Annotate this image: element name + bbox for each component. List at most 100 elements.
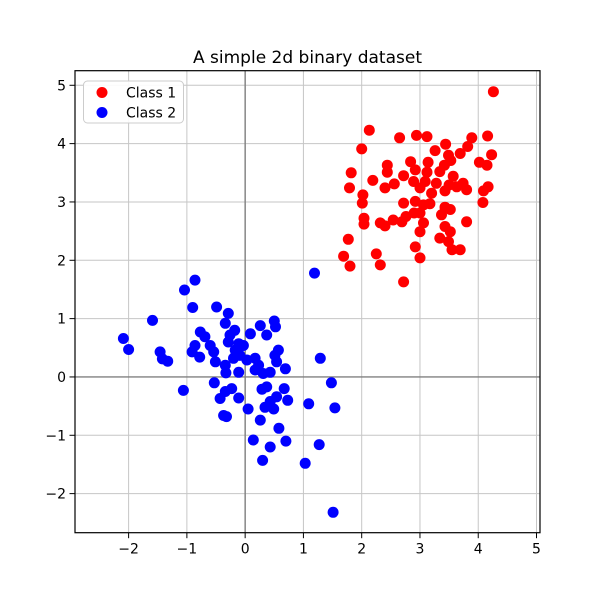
data-point-class2 <box>208 377 220 389</box>
legend-label-class2: Class 2 <box>126 106 176 122</box>
data-point-class1 <box>356 197 368 209</box>
data-point-class2 <box>264 366 276 378</box>
data-point-class1 <box>424 198 436 210</box>
data-point-class1 <box>440 138 452 150</box>
data-point-class1 <box>481 159 493 171</box>
data-point-class2 <box>194 351 206 363</box>
data-point-class1 <box>387 214 399 226</box>
zero-axis-lines <box>75 70 540 533</box>
data-point-class1 <box>405 156 417 168</box>
data-point-class1 <box>370 248 382 260</box>
data-point-class1 <box>430 177 442 189</box>
data-point-class1 <box>345 167 357 179</box>
data-point-class1 <box>409 164 421 176</box>
data-point-class1 <box>418 217 429 229</box>
data-point-class2 <box>233 366 245 378</box>
data-point-class2 <box>219 359 231 371</box>
data-point-class2 <box>303 398 315 410</box>
x-tick-label: 3 <box>416 542 425 558</box>
data-point-class1 <box>398 197 410 209</box>
data-point-class2 <box>272 344 284 356</box>
data-point-class1 <box>486 149 498 161</box>
data-point-class1 <box>429 145 441 157</box>
data-point-class2 <box>219 317 231 329</box>
data-point-class1 <box>461 184 473 196</box>
legend-box <box>83 80 184 124</box>
data-point-class2 <box>244 328 256 340</box>
data-point-class1 <box>342 233 354 245</box>
y-tick-label: 0 <box>57 370 66 386</box>
y-tick-label: 1 <box>57 312 66 328</box>
data-point-class1 <box>363 124 375 136</box>
data-point-class2 <box>179 284 190 296</box>
data-point-class2 <box>280 435 292 447</box>
data-point-class1 <box>379 182 391 194</box>
data-point-class2 <box>147 314 158 326</box>
data-point-class1 <box>434 232 446 244</box>
data-point-class2 <box>222 336 234 348</box>
data-point-class1 <box>461 216 473 228</box>
data-point-class2 <box>261 381 273 393</box>
data-point-class2 <box>314 352 326 364</box>
data-point-class2 <box>177 384 189 396</box>
data-point-class2 <box>309 267 320 279</box>
data-point-class2 <box>273 422 285 434</box>
data-point-class1 <box>411 129 422 141</box>
data-point-class1 <box>394 132 406 144</box>
data-point-class2 <box>327 506 339 518</box>
data-point-class2 <box>279 363 291 375</box>
y-tick-label: 2 <box>57 253 66 269</box>
data-point-class2 <box>278 383 290 395</box>
data-point-class2 <box>123 344 135 355</box>
data-point-class1 <box>466 132 478 144</box>
y-tick-label: 5 <box>57 78 66 94</box>
data-point-class2 <box>271 356 283 368</box>
data-point-class1 <box>487 86 499 98</box>
y-tick-label: 4 <box>57 137 66 153</box>
data-point-class2 <box>325 377 337 389</box>
legend-marker-class2-icon <box>96 107 108 118</box>
data-point-class2 <box>329 402 341 414</box>
data-point-class2 <box>257 454 269 466</box>
data-point-class2 <box>117 333 129 344</box>
data-point-class1 <box>344 182 355 194</box>
data-point-class1 <box>344 260 356 272</box>
data-point-class2 <box>261 329 273 341</box>
data-point-class2 <box>199 331 211 343</box>
data-point-class2 <box>222 307 234 319</box>
axis-ticks: −2 −1 0 1 2 3 4 5 −2 −1 0 1 2 3 4 5 <box>45 78 541 557</box>
data-point-class2 <box>259 401 271 413</box>
data-point-class2 <box>270 321 281 333</box>
data-point-class2 <box>233 392 245 404</box>
data-points <box>117 86 499 518</box>
data-point-class2 <box>189 274 201 286</box>
x-tick-label: −2 <box>118 542 139 558</box>
data-point-class2 <box>209 356 221 368</box>
data-point-class2 <box>219 386 231 397</box>
data-point-class2 <box>264 441 276 453</box>
data-point-class1 <box>444 226 456 238</box>
data-point-class1 <box>478 185 489 197</box>
data-point-class1 <box>414 226 426 238</box>
y-tick-label: 3 <box>57 195 66 211</box>
data-point-class2 <box>221 411 232 423</box>
data-point-class1 <box>439 185 451 197</box>
data-point-class1 <box>477 197 489 208</box>
data-point-class2 <box>242 403 254 415</box>
data-point-class2 <box>268 403 280 415</box>
data-point-class1 <box>482 130 494 142</box>
data-point-class2 <box>162 355 174 367</box>
data-point-class1 <box>398 170 410 182</box>
data-point-class1 <box>414 207 426 219</box>
data-point-class2 <box>254 320 266 332</box>
data-point-class2 <box>187 302 199 313</box>
data-point-class1 <box>462 141 474 152</box>
legend-marker-class1-icon <box>96 87 108 98</box>
data-point-class1 <box>446 244 458 256</box>
data-point-class1 <box>436 209 447 221</box>
data-point-class1 <box>367 174 379 186</box>
x-tick-label: 4 <box>474 542 483 558</box>
x-tick-label: 1 <box>299 542 308 558</box>
data-point-class1 <box>421 166 433 178</box>
data-point-class1 <box>357 189 369 201</box>
